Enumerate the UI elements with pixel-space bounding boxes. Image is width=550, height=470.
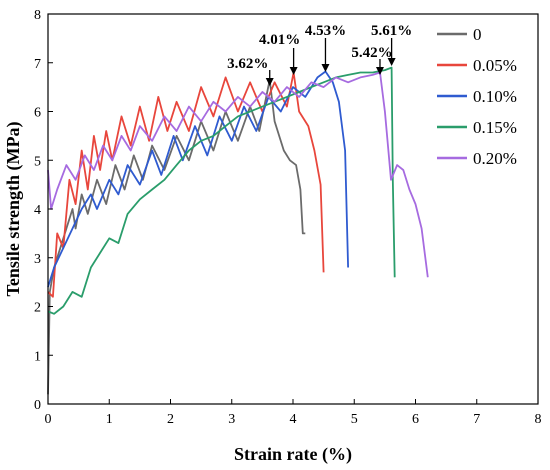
y-tick-label: 2 [34,301,41,316]
annotation-label: 5.42% [351,45,392,61]
legend-label-4: 0.20% [473,149,517,168]
annotation-arrow-head [265,78,274,86]
y-tick-label: 6 [34,106,41,121]
axis-ticks: 0 1 2 3 4 5 6 7 8 0 1 2 3 4 5 6 7 8 [34,8,542,427]
annotation-arrow-head [387,58,396,66]
x-axis-title: Strain rate (%) [234,444,352,465]
x-tick-label: 6 [412,412,419,427]
y-tick-label: 5 [34,154,41,169]
series-line-0 [47,78,306,395]
x-tick-label: 2 [167,412,174,427]
x-tick-label: 0 [45,412,52,427]
x-tick-label: 7 [473,412,480,427]
annotation-label: 4.53% [305,23,346,39]
annotation-label: 5.61% [371,23,412,39]
annotation-arrow-head [289,67,298,75]
annotation-arrow-head [375,67,384,75]
series-line-1 [47,71,325,298]
legend-label-1: 0.05% [473,56,517,75]
annotations: 3.62% 4.01% 4.53% 5.42% 5.61% [227,23,412,86]
legend-label-0: 0 [473,25,482,44]
y-tick-label: 7 [34,57,41,72]
x-tick-label: 1 [106,412,113,427]
y-tick-label: 3 [34,252,41,267]
legend: 0 0.05% 0.10% 0.15% 0.20% [437,25,517,168]
plot-lines [47,66,429,395]
y-tick-label: 4 [34,203,41,218]
annotation-label: 3.62% [227,56,268,72]
y-tick-label: 8 [34,8,41,23]
annotation-arrow-head [321,64,330,72]
legend-label-3: 0.15% [473,118,517,137]
series-line-3 [47,66,396,315]
y-tick-label: 1 [34,349,41,364]
x-tick-label: 8 [535,412,542,427]
legend-label-2: 0.10% [473,87,517,106]
x-tick-label: 5 [351,412,358,427]
y-axis-title: Tensile strength (MPa) [3,122,24,297]
y-tick-label: 0 [34,398,41,413]
annotation-label: 4.01% [259,32,300,48]
x-tick-label: 4 [290,412,297,427]
series-line-4 [47,71,429,278]
x-tick-label: 3 [228,412,235,427]
series-line-2 [47,70,349,288]
